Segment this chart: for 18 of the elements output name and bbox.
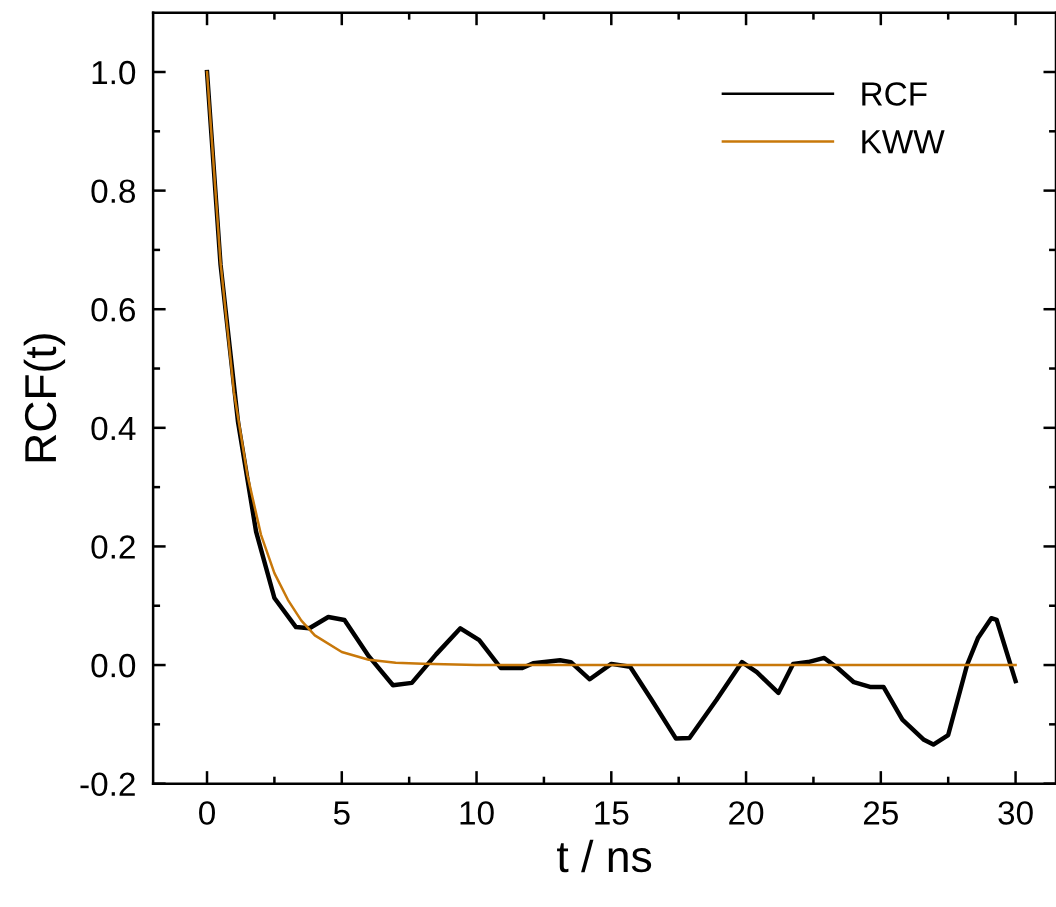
y-tick-label: 1.0 (92, 60, 136, 85)
x-tick-label: 5 (333, 801, 350, 825)
x-tick-label: 20 (729, 801, 764, 825)
y-axis-title: RCF(t) (23, 334, 66, 462)
legend-label: RCF (862, 82, 927, 106)
x-tick-label: 15 (595, 801, 629, 825)
x-axis-title: t / ns (557, 839, 652, 873)
y-tick-label: 0.0 (91, 653, 136, 678)
x-tick-label: 30 (998, 801, 1033, 825)
legend-label: KWW (862, 130, 945, 154)
y-tick-label: -0.2 (80, 772, 135, 797)
x-tick-label: 25 (863, 801, 898, 825)
y-tick-label: 0.2 (91, 535, 135, 559)
y-tick-label: 0.6 (91, 298, 135, 322)
y-tick-label: 0.8 (91, 179, 136, 204)
x-tick-label: 10 (460, 801, 494, 825)
x-tick-label: 0 (199, 801, 215, 825)
y-tick-label: 0.4 (91, 416, 136, 441)
